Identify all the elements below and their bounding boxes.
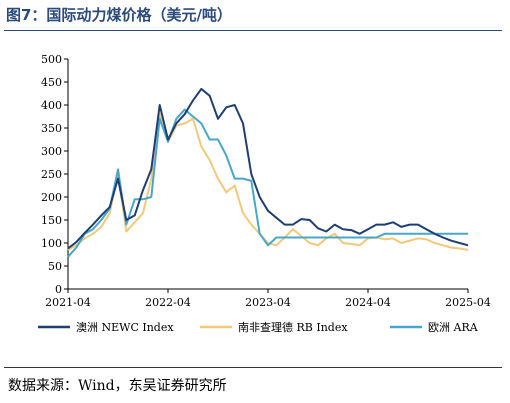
chart-lines — [67, 87, 469, 258]
y-tick-label: 100 — [41, 237, 62, 250]
y-tick-label: 150 — [41, 214, 62, 227]
series-line-1 — [67, 113, 469, 251]
y-tick-label: 350 — [41, 122, 62, 135]
series-line-0 — [67, 87, 469, 250]
x-tick-label: 2024-04 — [345, 296, 391, 309]
footer-divider — [4, 367, 502, 368]
line-chart: 0 50 100 150 200 250 300 350 400 450 500 2021-04 202… — [38, 53, 491, 334]
legend-label-2: 欧洲 ARA — [428, 321, 479, 334]
y-tick-label: 200 — [41, 191, 62, 204]
chart-axes: 0 50 100 150 200 250 300 350 400 450 500 2021-04 202… — [41, 53, 491, 309]
legend-label-1: 南非查理德 RB Index — [238, 320, 348, 334]
series-line-2 — [67, 108, 468, 258]
x-tick-label: 2022-04 — [145, 296, 191, 309]
y-tick-label: 500 — [41, 53, 62, 66]
title-divider — [4, 30, 502, 31]
x-tick-label: 2021-04 — [45, 296, 91, 309]
legend-label-0: 澳洲 NEWC Index — [76, 321, 174, 334]
data-source-note: 数据来源：Wind，东吴证券研究所 — [8, 378, 227, 394]
y-tick-label: 250 — [41, 168, 62, 181]
chart-title: 图7：国际动力煤价格（美元/吨） — [6, 6, 232, 24]
y-tick-label: 50 — [48, 260, 62, 273]
y-tick-label: 400 — [41, 99, 62, 112]
y-tick-label: 450 — [41, 76, 62, 89]
x-tick-label: 2023-04 — [245, 296, 291, 309]
y-tick-label: 300 — [41, 145, 62, 158]
y-tick-label: 0 — [55, 283, 62, 296]
chart-legend: 澳洲 NEWC Index 南非查理德 RB Index 欧洲 ARA — [38, 320, 479, 334]
x-tick-label: 2025-04 — [445, 296, 491, 309]
